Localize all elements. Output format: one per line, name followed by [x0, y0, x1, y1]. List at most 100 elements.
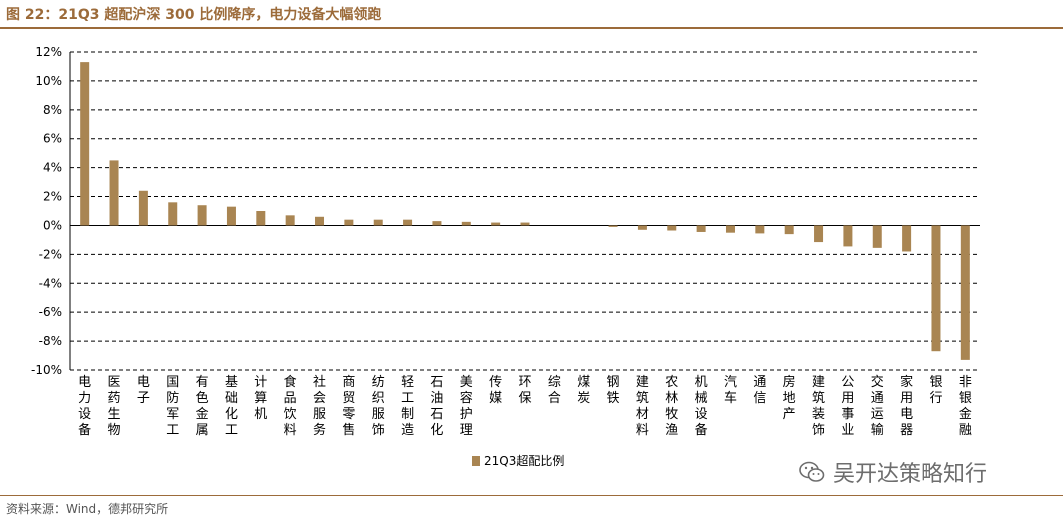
x-tick-label: 石: [430, 375, 443, 390]
bar: [755, 225, 765, 234]
x-tick-label: 环: [518, 375, 531, 390]
bar: [315, 216, 325, 226]
x-tick-label: 社: [313, 374, 326, 390]
x-tick-label: 铁: [607, 391, 620, 406]
y-tick-label: 12%: [35, 45, 62, 59]
x-tick-label: 器: [900, 423, 913, 438]
x-tick-label: 零: [342, 407, 355, 422]
x-tick-label: 生: [108, 407, 121, 422]
x-tick-label: 理: [460, 423, 473, 438]
x-tick-label: 机: [254, 407, 267, 422]
x-tick-label: 商: [342, 375, 355, 390]
x-tick-label: 传: [489, 375, 502, 390]
x-tick-label: 美: [460, 375, 473, 390]
x-tick-label: 础: [225, 391, 238, 406]
bar: [197, 205, 207, 226]
x-tick-label: 综: [548, 375, 561, 390]
x-tick-label: 制: [401, 407, 414, 422]
x-tick-label: 算: [254, 391, 267, 406]
x-tick-label: 地: [783, 391, 796, 406]
bar: [432, 221, 442, 226]
x-tick-label: 电: [137, 375, 150, 390]
bar: [138, 190, 148, 226]
x-tick-label: 力: [78, 391, 91, 406]
x-tick-label: 料: [284, 423, 297, 438]
bar: [109, 160, 119, 226]
bar: [872, 225, 882, 248]
x-tick-label: 非: [959, 375, 972, 390]
x-tick-label: 子: [137, 391, 150, 406]
x-tick-label: 业: [841, 423, 854, 438]
title-divider: [0, 27, 1063, 29]
x-tick-label: 农: [665, 375, 678, 390]
x-tick-label: 服: [313, 407, 326, 422]
x-tick-label: 煤: [577, 375, 590, 390]
x-tick-label: 建: [812, 375, 825, 390]
x-tick-label: 服: [372, 407, 385, 422]
x-tick-label: 汽: [724, 375, 737, 390]
x-tick-label: 林: [665, 391, 678, 406]
legend-label: 21Q3超配比例: [484, 453, 564, 468]
x-tick-label: 用: [841, 391, 854, 406]
y-tick-label: 10%: [35, 74, 62, 88]
x-tick-label: 事: [841, 407, 854, 422]
x-tick-label: 务: [313, 422, 326, 438]
x-tick-label: 建: [636, 375, 649, 390]
bar: [461, 221, 471, 226]
bar: [344, 219, 354, 226]
x-tick-label: 国: [166, 375, 179, 390]
x-tick-label: 炭: [577, 391, 590, 406]
y-tick-label: -2%: [39, 247, 62, 261]
x-tick-label: 合: [548, 391, 561, 406]
x-tick-label: 运: [871, 407, 884, 422]
x-tick-label: 通: [753, 375, 766, 390]
bar: [80, 62, 90, 226]
x-tick-label: 备: [78, 422, 91, 438]
x-tick-label: 信: [753, 391, 766, 406]
footer-divider: [0, 495, 1063, 496]
x-tick-label: 贸: [342, 391, 355, 406]
x-tick-label: 装: [812, 407, 825, 422]
bar: [696, 225, 706, 232]
bar: [960, 225, 970, 360]
bar: [403, 219, 413, 226]
x-tick-label: 筑: [812, 390, 825, 406]
bar: [814, 225, 824, 243]
bar: [725, 225, 735, 233]
x-tick-label: 电: [900, 407, 913, 422]
y-tick-label: 2%: [43, 190, 62, 204]
x-tick-label: 银: [929, 375, 942, 390]
x-tick-label: 防: [166, 390, 179, 406]
x-tick-label: 油: [430, 391, 443, 406]
x-tick-label: 保: [518, 391, 531, 406]
x-tick-label: 容: [460, 390, 473, 406]
bar: [931, 225, 941, 352]
x-tick-label: 公: [841, 375, 854, 390]
x-tick-label: 医: [108, 375, 121, 390]
x-tick-label: 会: [313, 391, 326, 406]
x-tick-label: 媒: [489, 391, 502, 406]
x-tick-label: 渔: [665, 423, 678, 438]
bar: [608, 225, 618, 227]
x-tick-label: 金: [959, 406, 972, 422]
x-tick-label: 工: [225, 423, 238, 438]
x-tick-label: 造: [401, 423, 414, 438]
x-tick-label: 食: [284, 374, 297, 390]
x-tick-label: 融: [959, 423, 972, 438]
y-tick-label: 0%: [43, 218, 62, 232]
x-tick-label: 物: [108, 423, 121, 438]
x-tick-label: 产: [783, 407, 796, 422]
bar: [285, 215, 295, 226]
x-tick-label: 护: [460, 407, 473, 422]
x-tick-label: 输: [871, 422, 884, 438]
x-tick-label: 工: [166, 423, 179, 438]
bar: [902, 225, 912, 252]
x-tick-label: 牧: [665, 407, 678, 422]
y-tick-label: 4%: [43, 161, 62, 175]
y-tick-label: -8%: [39, 334, 62, 348]
x-tick-label: 银: [959, 391, 972, 406]
bar: [520, 222, 530, 226]
x-tick-label: 设: [78, 407, 91, 422]
x-tick-label: 有: [196, 375, 209, 390]
y-tick-label: -6%: [39, 305, 62, 319]
